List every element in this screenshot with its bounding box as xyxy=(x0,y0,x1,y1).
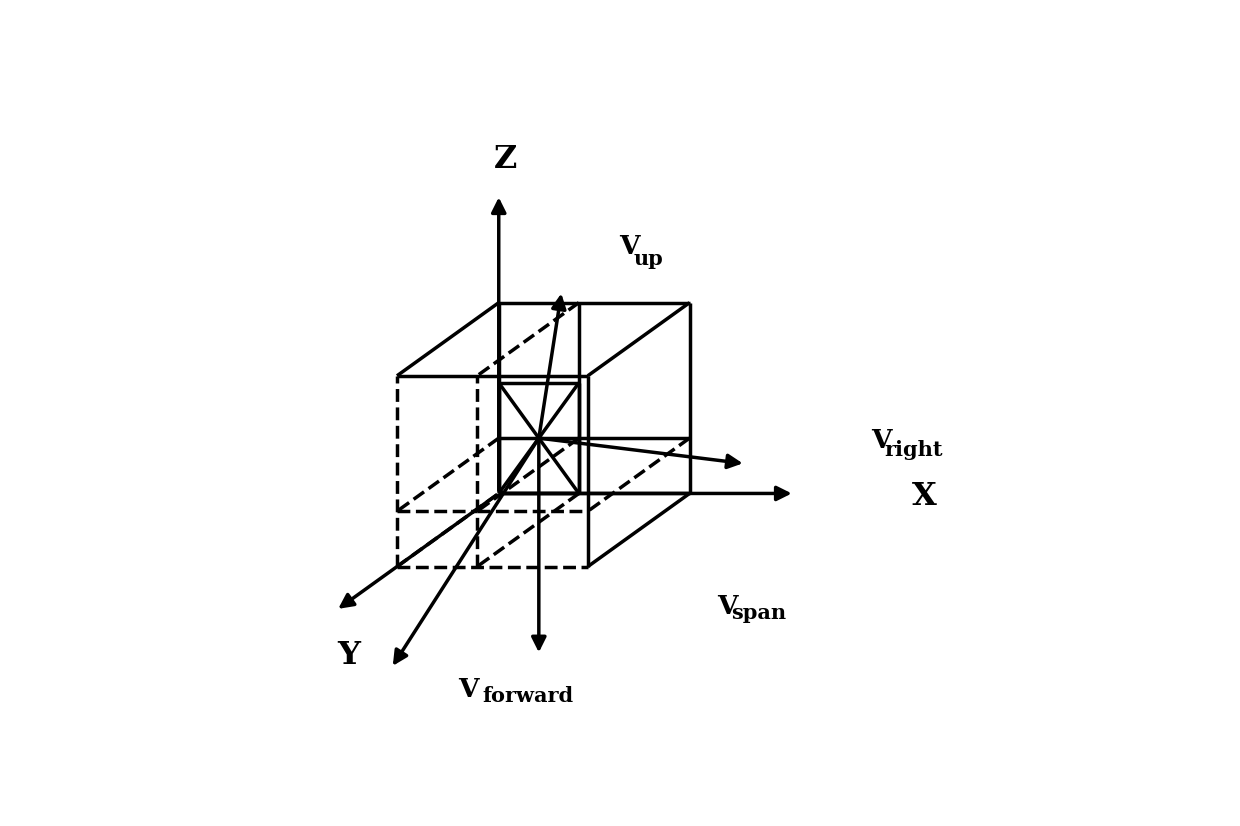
Text: X: X xyxy=(913,481,937,512)
Text: span: span xyxy=(730,604,786,624)
Text: right: right xyxy=(885,440,944,460)
Text: V: V xyxy=(717,594,738,619)
Text: Z: Z xyxy=(494,145,517,175)
Text: forward: forward xyxy=(482,686,574,706)
Text: up: up xyxy=(634,249,663,269)
Text: V: V xyxy=(620,235,640,259)
Text: Y: Y xyxy=(337,640,361,672)
Text: V: V xyxy=(459,676,479,701)
Text: V: V xyxy=(870,428,892,453)
